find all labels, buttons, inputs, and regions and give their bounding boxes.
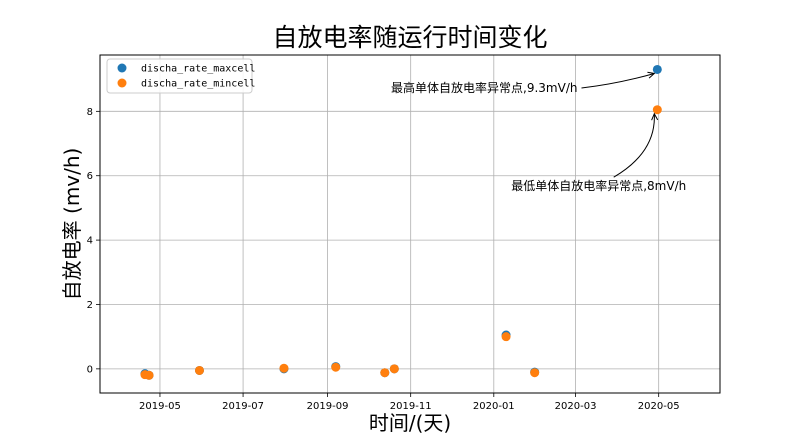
x-tick-label: 2020-03 bbox=[555, 401, 597, 412]
annotation-arrow bbox=[581, 73, 655, 89]
x-tick-label: 2020-05 bbox=[638, 401, 680, 412]
grid bbox=[100, 55, 720, 393]
legend: discha_rate_maxcell discha_rate_mincell bbox=[106, 58, 255, 94]
scatter-point bbox=[194, 365, 204, 375]
y-tick-label: 8 bbox=[87, 107, 93, 118]
scatter-point bbox=[144, 370, 154, 380]
x-tick-label: 2019-05 bbox=[139, 401, 181, 412]
chart-title: 自放电率随运行时间变化 bbox=[272, 23, 547, 52]
y-axis-label: 自放电率 (mv/h) bbox=[60, 148, 84, 301]
data-points bbox=[140, 64, 662, 380]
plot-frame bbox=[99, 54, 721, 394]
scatter-point bbox=[331, 362, 341, 372]
scatter-point bbox=[530, 368, 540, 378]
scatter-point bbox=[501, 332, 511, 342]
legend-label: discha_rate_mincell bbox=[141, 79, 255, 90]
x-tick-label: 2019-07 bbox=[222, 401, 264, 412]
scatter-point bbox=[652, 105, 662, 115]
legend-label: discha_rate_maxcell bbox=[141, 64, 255, 75]
x-tick-label: 2019-09 bbox=[307, 401, 349, 412]
scatter-point bbox=[380, 368, 390, 378]
y-tick-label: 4 bbox=[87, 236, 93, 247]
x-tick-label: 2019-11 bbox=[390, 401, 432, 412]
annotation-text: 最低单体自放电率异常点,8mV/h bbox=[511, 178, 686, 193]
y-tick-label: 0 bbox=[87, 364, 93, 375]
annotation-arrowhead bbox=[651, 112, 659, 121]
annotations: 最高单体自放电率异常点,9.3mV/h 最低单体自放电率异常点,8mV/h bbox=[391, 71, 686, 193]
x-tick-label: 2020-01 bbox=[473, 401, 515, 412]
series-discha_rate_mincell bbox=[140, 105, 662, 380]
legend-box bbox=[106, 58, 253, 94]
scatter-point bbox=[389, 364, 399, 374]
y-tick-label: 6 bbox=[87, 171, 93, 182]
annotation-arrow bbox=[613, 113, 655, 178]
y-tick-label: 2 bbox=[87, 300, 93, 311]
scatter-point bbox=[652, 64, 662, 74]
legend-marker bbox=[117, 78, 127, 88]
x-axis-ticks: 2019-05 2019-07 2019-09 2019-11 2020-01 2020-… bbox=[139, 393, 680, 412]
scatter-point bbox=[279, 363, 289, 373]
annotation-text: 最高单体自放电率异常点,9.3mV/h bbox=[391, 80, 577, 95]
y-axis-ticks: 0 2 4 6 8 bbox=[87, 107, 100, 375]
legend-marker bbox=[117, 63, 127, 73]
x-axis-label: 时间/(天) bbox=[369, 411, 451, 435]
annotation-arrowhead bbox=[647, 71, 656, 79]
series-discha_rate_maxcell bbox=[140, 64, 662, 380]
